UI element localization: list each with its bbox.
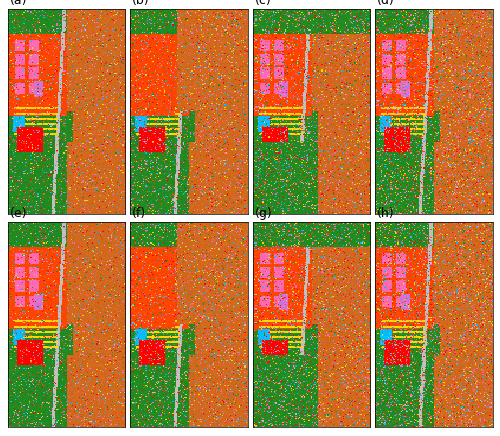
Text: (b): (b) xyxy=(132,0,150,7)
Text: (c): (c) xyxy=(255,0,272,7)
Text: (g): (g) xyxy=(255,207,272,220)
Text: (h): (h) xyxy=(378,207,395,220)
Text: (a): (a) xyxy=(10,0,28,7)
Text: (f): (f) xyxy=(132,207,146,220)
Text: (d): (d) xyxy=(378,0,395,7)
Text: (e): (e) xyxy=(10,207,28,220)
